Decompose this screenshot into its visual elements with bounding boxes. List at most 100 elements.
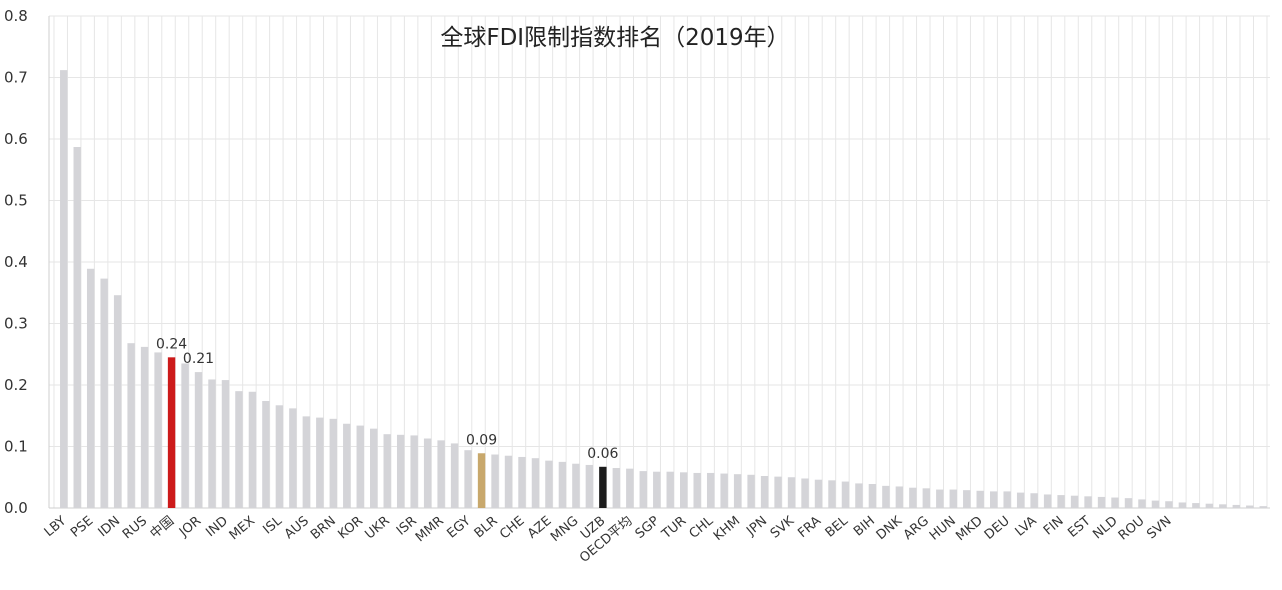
- x-tick-label: RUS: [120, 514, 150, 543]
- y-tick-label: 0.5: [4, 192, 28, 210]
- bar: [518, 456, 526, 508]
- y-tick-label: 0.8: [4, 7, 28, 25]
- x-tick-label: 中国: [148, 514, 178, 542]
- bar: [720, 473, 728, 508]
- bar: [760, 476, 769, 508]
- bar: [653, 471, 661, 508]
- bar: [302, 416, 311, 508]
- x-tick-label: IND: [203, 514, 231, 541]
- x-tick-label: BEL: [823, 513, 852, 541]
- bar: [86, 268, 95, 508]
- bar: [1205, 503, 1214, 508]
- y-tick-label: 0.7: [4, 69, 28, 87]
- x-tick-label: SGP: [633, 513, 663, 541]
- bar: [450, 443, 459, 508]
- bar: [1219, 504, 1227, 508]
- bar: [680, 472, 688, 508]
- bar: [1246, 505, 1254, 508]
- y-tick-label: 0.0: [4, 499, 28, 517]
- x-tick-label: EST: [1065, 514, 1093, 541]
- bar: [1111, 497, 1119, 508]
- bar: [167, 357, 176, 508]
- bar: [289, 408, 297, 508]
- bar: [423, 438, 432, 508]
- chart-title: 全球FDI限制指数排名（2019年）: [440, 25, 789, 51]
- grid-layer: [48, 15, 1270, 509]
- bar: [464, 450, 472, 508]
- bar: [1178, 502, 1187, 508]
- bar: [936, 489, 944, 508]
- x-tick-label: CHL: [687, 513, 717, 542]
- bar: [370, 428, 378, 508]
- bar: [113, 295, 122, 508]
- x-tick-label: IDN: [96, 514, 124, 541]
- bar: [437, 440, 445, 508]
- bar: [787, 477, 796, 508]
- x-tick-label: JOR: [176, 514, 204, 541]
- bar: [262, 400, 270, 508]
- bar: [626, 468, 634, 508]
- bar: [316, 417, 324, 508]
- x-tick-label: JPN: [743, 514, 770, 540]
- bar: [666, 471, 674, 508]
- bar: [693, 472, 701, 508]
- bar: [127, 343, 135, 508]
- bar: [801, 478, 809, 508]
- bar: [1016, 492, 1025, 508]
- x-tick-label: DEU: [982, 514, 1013, 543]
- x-tick-label: ARG: [901, 514, 932, 543]
- bar: [949, 489, 957, 508]
- bar: [922, 488, 931, 508]
- bar: [221, 380, 230, 508]
- x-tick-label: BRN: [308, 514, 339, 543]
- bar: [1124, 498, 1133, 508]
- bar: [572, 463, 580, 508]
- x-tick-label: NLD: [1090, 514, 1120, 543]
- bar-value-label: 0.21: [183, 351, 214, 367]
- bar: [477, 453, 486, 508]
- x-tick-label: TUR: [659, 514, 690, 543]
- bar: [181, 363, 189, 508]
- x-tick-label: ISL: [260, 513, 285, 537]
- y-tick-label: 0.1: [4, 438, 28, 456]
- bar: [1232, 504, 1241, 508]
- bar: [895, 486, 904, 508]
- y-tick-label: 0.2: [4, 376, 28, 394]
- bar: [1057, 495, 1065, 508]
- bar: [396, 434, 405, 508]
- bar: [531, 458, 540, 508]
- bar: [73, 146, 81, 508]
- bar: [1030, 493, 1038, 508]
- x-tick-label: KOR: [335, 514, 365, 543]
- x-tick-label: HUN: [927, 514, 959, 544]
- bar: [989, 491, 998, 508]
- bar: [882, 485, 890, 508]
- x-tick-label: BIH: [851, 514, 878, 540]
- x-tick-label: KHM: [711, 514, 743, 544]
- x-tick-label: FIN: [1041, 514, 1067, 539]
- bar: [356, 425, 364, 508]
- bar: [383, 434, 391, 508]
- bar: [909, 487, 917, 508]
- bar: [154, 352, 162, 508]
- bar: [747, 474, 755, 508]
- bar-value-label: 0.09: [466, 432, 497, 448]
- x-tick-label: SVK: [768, 513, 798, 541]
- bar: [545, 460, 553, 508]
- x-tick-label: LVA: [1013, 514, 1040, 540]
- bar: [706, 472, 715, 508]
- bar-layer: [60, 70, 1267, 509]
- bar-value-label: 0.06: [587, 446, 618, 462]
- bar: [774, 476, 782, 508]
- bar: [612, 468, 621, 508]
- bar: [208, 379, 216, 508]
- bar-value-label: 0.24: [156, 336, 187, 352]
- bar: [343, 423, 351, 508]
- bar: [1192, 503, 1200, 508]
- bar: [733, 474, 742, 508]
- x-tick-label: BLR: [472, 514, 501, 542]
- x-tick-label: MMR: [413, 514, 447, 546]
- y-tick-label: 0.3: [4, 315, 28, 333]
